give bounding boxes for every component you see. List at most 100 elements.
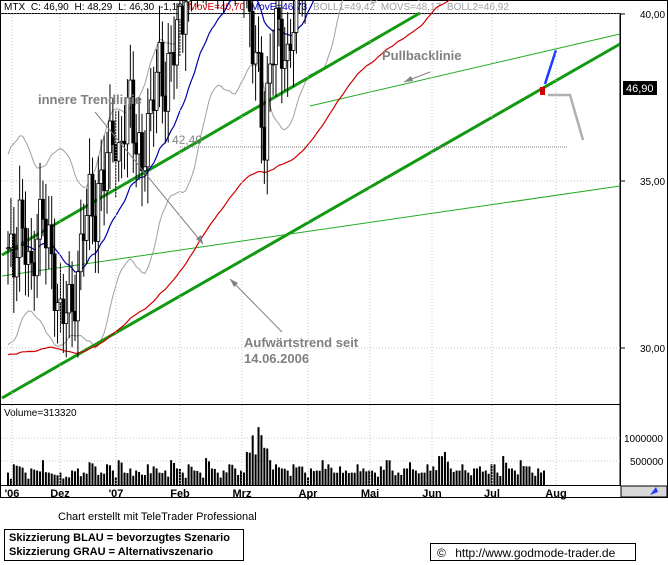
arrow-inner-trend (94, 111, 204, 245)
volume-bar (414, 470, 417, 485)
volume-bar (379, 466, 382, 485)
volume-bar (525, 466, 528, 485)
time-tick-label: Feb (170, 488, 190, 500)
volume-bar (114, 477, 117, 485)
candle-body (277, 7, 281, 20)
volume-bar (368, 470, 371, 485)
volume-bar (167, 476, 170, 485)
volume-bar (41, 460, 44, 485)
volume-bar (344, 470, 347, 485)
volume-bar (493, 464, 496, 485)
price-tag-box (623, 81, 657, 95)
volume-bar (178, 468, 181, 485)
volume-bar (184, 477, 187, 485)
time-tick-label: '06 (5, 488, 20, 500)
volume-bar (327, 464, 330, 485)
price-tick-label: 35,00 (640, 177, 665, 188)
volume-bar (353, 472, 356, 485)
volume-bar (388, 460, 391, 485)
time-axis: '06 Dez '07 Feb Mrz Apr Mai Jun Jul Aug (5, 14, 567, 500)
volume-bar (33, 469, 36, 485)
volume-bar (438, 456, 441, 485)
price-tag: 46,90 (626, 83, 654, 95)
source-url-box[interactable]: © http://www.godmode-trader.de (430, 543, 636, 561)
candle-body (186, 0, 191, 3)
volume-bar (315, 470, 318, 485)
candle-body (84, 215, 89, 241)
candle-body (268, 63, 273, 84)
price-tick-label: 30,00 (640, 344, 665, 355)
volume-bar (376, 476, 379, 485)
volume-bar (295, 467, 298, 485)
volume-bar (403, 468, 406, 485)
volume-bar (531, 472, 534, 485)
candle-body (55, 302, 60, 311)
volume-bar (513, 470, 516, 485)
volume-bar (173, 462, 176, 485)
candle-body (175, 19, 179, 66)
uptrend-line (1, 42, 621, 400)
volume-bar (18, 466, 21, 485)
candle-body (11, 233, 16, 278)
volume-bar (132, 475, 135, 485)
volume-bar (455, 470, 458, 485)
volume-bar (164, 470, 167, 485)
volume-bar (356, 464, 359, 485)
candlesticks (6, 0, 306, 358)
volume-bar (248, 452, 251, 485)
volume-bar (470, 475, 473, 485)
volume-bar (39, 471, 42, 485)
volume-bar (205, 458, 208, 485)
volume-bar (222, 470, 225, 485)
annotation-level: 42,40 (172, 133, 202, 147)
candle-body (14, 257, 19, 278)
volume-bar (333, 472, 336, 485)
candle-body (145, 113, 150, 168)
volume-bar (123, 472, 126, 485)
annotation-pullback: Pullbacklinie (382, 48, 461, 63)
header-symbol: MTX (4, 2, 25, 13)
candle-body (61, 298, 66, 324)
volume-bar (286, 470, 289, 485)
candle-body (29, 250, 34, 264)
time-tick-label: Mrz (233, 488, 252, 500)
volume-bar (117, 460, 120, 485)
volume-bar (231, 464, 234, 485)
volume-bar (330, 467, 333, 485)
volume-bar (141, 474, 143, 485)
volume-bar (245, 451, 248, 485)
volume-bar (426, 464, 429, 485)
volume-bar (36, 470, 39, 485)
candle-body (131, 79, 136, 144)
volume-bar (435, 470, 438, 485)
volume-bar (443, 451, 446, 485)
price-tick-label: 40,00 (640, 10, 665, 21)
volume-bar (143, 475, 146, 485)
candle-body (23, 227, 28, 265)
volume-bar (254, 454, 257, 485)
volume-bar (152, 466, 155, 485)
volume-bar (242, 472, 245, 485)
volume-bar (292, 464, 295, 485)
last-price-marker (540, 87, 545, 95)
volume-bar (391, 470, 394, 485)
volume-bar (225, 472, 228, 485)
scenario-legend: Skizzierung BLAU = bevorzugtes Szenario … (4, 529, 244, 561)
bollinger-upper (7, 0, 190, 189)
volume-bar (44, 472, 47, 485)
candle-body (41, 198, 45, 220)
volume-bar (158, 472, 161, 485)
volume-bar (138, 471, 141, 485)
volume-bar (190, 466, 193, 485)
volume-bar (417, 473, 420, 485)
arrow-uptrend (229, 278, 283, 333)
candle-body (259, 52, 264, 128)
volume-bar (213, 468, 216, 485)
volume-bar (400, 474, 403, 485)
scroll-corner[interactable] (620, 485, 668, 498)
volume-bar (120, 462, 123, 485)
candle-body (291, 32, 296, 51)
time-tick-label: Jun (422, 488, 442, 500)
volume-bar (301, 466, 304, 485)
candle-body (160, 42, 165, 97)
